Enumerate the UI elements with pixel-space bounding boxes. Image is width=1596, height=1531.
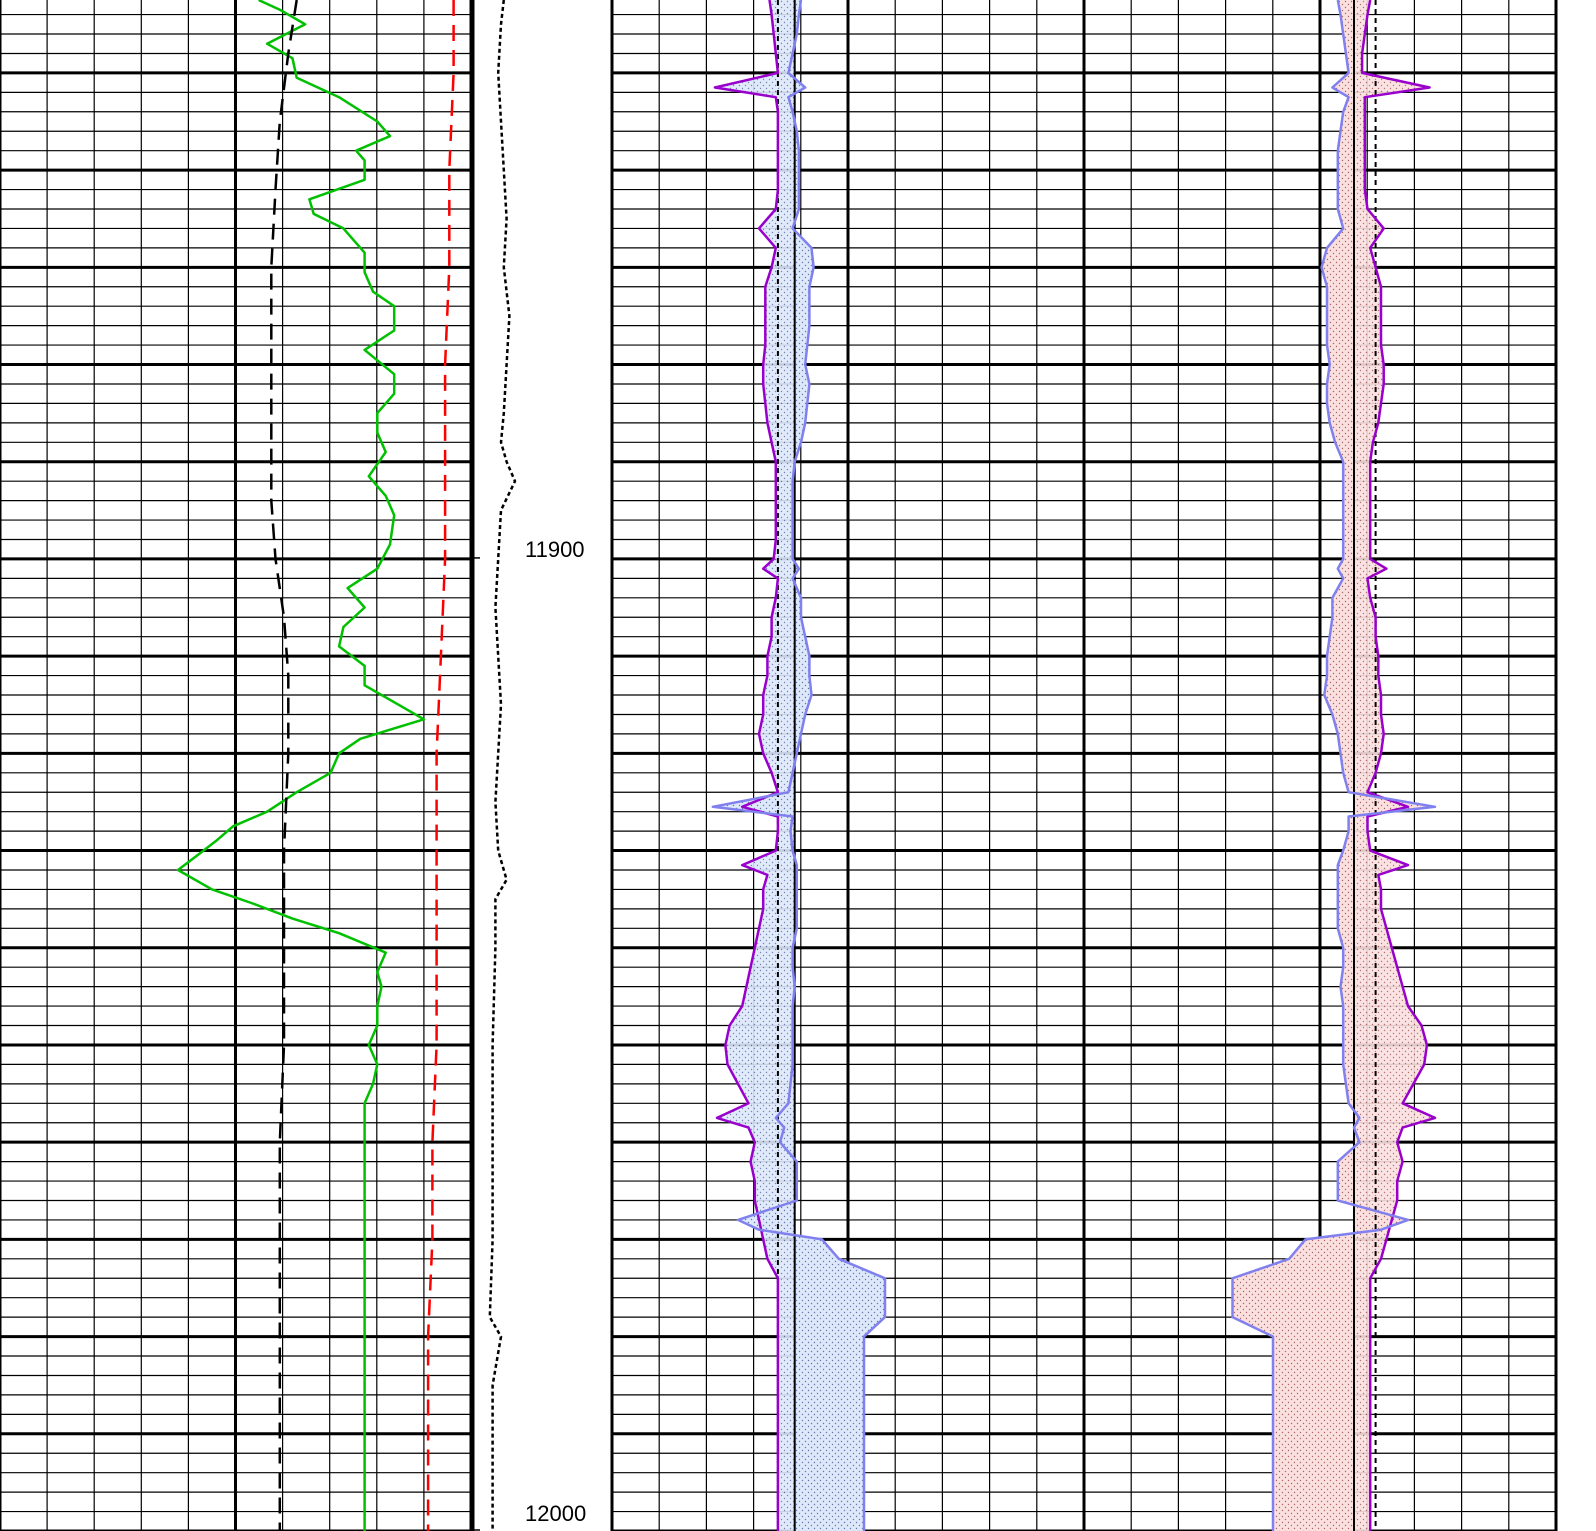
- depth-label-12000: 12000: [525, 1501, 586, 1526]
- curve-layer: [176, 0, 1437, 1531]
- track-1-series-1: [270, 0, 298, 1531]
- track-1-series-0: [176, 0, 426, 1531]
- track-2-right-fill-purple: [1354, 0, 1435, 1531]
- track-2-left-series-1: [711, 0, 887, 1531]
- track-1-series-2: [426, 0, 455, 1531]
- track-2-left-series-0: [713, 0, 780, 1531]
- grid-layer: [0, 0, 1558, 1531]
- fill-layer: [712, 0, 1435, 1531]
- depth-track-series-0: [488, 0, 517, 1531]
- depth-labels: 11900 12000: [525, 537, 586, 1526]
- track-2-right-series-0: [1360, 0, 1437, 1531]
- track-2-left-fill-blue: [712, 0, 885, 1531]
- track-2-left-fill-purple: [714, 0, 795, 1531]
- depth-label-11900: 11900: [525, 537, 585, 562]
- track-2-right-series-1: [1231, 0, 1437, 1531]
- track-2-right-fill-blue: [1232, 0, 1435, 1531]
